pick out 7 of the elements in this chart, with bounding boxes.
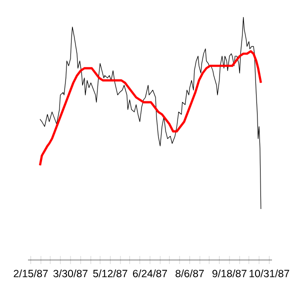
x-tick-label: 8/6/87 <box>176 270 204 278</box>
x-tick-label: 10/31/87 <box>250 270 290 278</box>
x-tick-label: 3/30/87 <box>53 270 88 278</box>
x-tick-label: 6/24/87 <box>133 270 167 278</box>
x-tick-label: 2/15/87 <box>14 270 48 278</box>
x-tick-label: 5/12/87 <box>93 270 128 278</box>
x-tick-label: 9/18/87 <box>212 270 246 278</box>
